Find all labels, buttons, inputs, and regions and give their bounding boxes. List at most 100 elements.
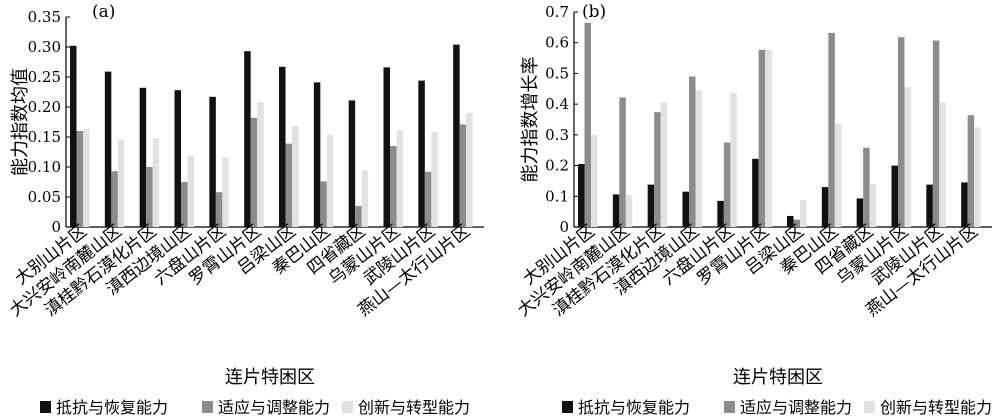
panel-b-bar — [863, 147, 870, 227]
panel-b-legend-label: 抵抗与恢复能力 — [578, 398, 690, 417]
panel-b-bar — [967, 115, 975, 227]
panel-b-bar — [939, 102, 946, 227]
panel-a-legend-swatch — [202, 401, 213, 413]
panel-a-bar — [396, 130, 403, 227]
panel-a-bar — [355, 206, 362, 227]
panel-b-bar — [723, 142, 731, 227]
panel-b-bar — [961, 182, 968, 227]
panel-b-x-axis-label: 连片特困区 — [733, 367, 823, 388]
panel-a-bar — [383, 67, 390, 228]
panel-a-bar — [279, 66, 286, 227]
panel-a-bar — [222, 157, 229, 227]
panel-a-bar — [152, 138, 160, 227]
panel-b-bar — [834, 123, 842, 227]
panel-a-bar — [390, 146, 397, 227]
panel-a-bar — [285, 143, 292, 227]
panel-b-bar — [891, 165, 898, 227]
panel-b-bar — [619, 97, 626, 227]
panel-a-label: (a) — [92, 2, 115, 22]
panel-a-y-tick-label: 0.15 — [28, 128, 61, 146]
panel-a-y-tick-label: 0.05 — [28, 188, 61, 206]
panel-a-bar — [257, 102, 264, 227]
panel-b-legend-label: 创新与转型能力 — [880, 398, 992, 417]
panel-a-bar — [424, 171, 432, 227]
panel-a-bar — [418, 80, 425, 227]
panel-b-bar — [591, 134, 598, 227]
panel-a-y-tick-label: 0.35 — [28, 8, 61, 26]
panel-b-y-tick-label: 0.4 — [545, 95, 569, 113]
panel-b-bar — [904, 87, 911, 227]
panel-b-bar — [647, 184, 655, 227]
panel-a-bar — [326, 134, 334, 227]
panel-b-bar — [974, 127, 981, 227]
panel-b-bar — [926, 184, 933, 227]
panel-b-bar — [765, 49, 772, 228]
panel-b-label: (b) — [582, 2, 606, 22]
panel-a-bar — [292, 126, 299, 227]
panel-b-bar — [869, 184, 877, 227]
panel-a-bar — [76, 131, 83, 227]
panel-b-bar — [758, 49, 766, 228]
panel-b-bar — [932, 40, 940, 227]
panel-a-y-axis-label: 能力指数均值 — [10, 68, 31, 176]
panel-a-bar — [117, 139, 125, 227]
panel-b-legend-label: 适应与调整能力 — [740, 398, 852, 417]
panel-b-y-axis-label: 能力指数增长率 — [520, 57, 541, 183]
panel-b-bar — [856, 198, 864, 227]
panel-a-bar — [146, 167, 153, 227]
panel-a-bar — [104, 71, 112, 227]
panel-b-bar — [695, 90, 702, 227]
panel-b-bar — [752, 158, 759, 227]
panel-b-y-tick-label: 0.2 — [545, 157, 569, 175]
panel-a-bar — [313, 82, 321, 228]
panel-b-bar — [682, 191, 689, 227]
panel-b-bar — [584, 22, 591, 227]
panel-b-bar — [578, 164, 585, 227]
panel-b-y-tick-label: 0.7 — [545, 3, 569, 21]
panel-a-y-tick-label: 0.25 — [28, 68, 61, 86]
panel-a-y-tick-label: 0 — [51, 218, 61, 236]
panel-b-bar — [787, 215, 794, 227]
panel-a-y-tick-label: 0.20 — [28, 98, 61, 116]
panel-b-bar — [793, 219, 800, 227]
panel-b-bar — [717, 200, 724, 227]
panel-a-y-tick-label: 0.10 — [28, 158, 61, 176]
panel-a-bar — [453, 44, 460, 227]
panel-a-bar — [181, 182, 188, 227]
panel-b-y-tick-label: 0.6 — [545, 34, 569, 52]
panel-a-bar — [83, 129, 90, 227]
panel-b-bar — [660, 102, 668, 227]
panel-b-bar — [654, 112, 661, 227]
panel-a-bar — [348, 100, 356, 227]
panel-a-legend-label: 适应与调整能力 — [218, 398, 330, 417]
panel-a-bar — [187, 155, 194, 227]
panel-a-bar — [466, 113, 473, 227]
panel-b-bar — [800, 199, 807, 227]
panel-a-bar — [174, 90, 181, 227]
panel-b-legend-swatch — [864, 401, 875, 413]
panel-a-bar — [139, 87, 147, 227]
panel-b-y-tick-label: 0.3 — [545, 126, 569, 144]
panel-b-legend-swatch — [724, 401, 735, 413]
panel-b-y-tick-label: 0 — [559, 218, 569, 236]
panel-a-bar — [320, 181, 327, 227]
panel-a-y-tick-label: 0.30 — [28, 38, 61, 56]
panel-a-x-axis-label: 连片特困区 — [225, 367, 315, 388]
panel-b-y-tick-label: 0.5 — [545, 64, 569, 82]
panel-b-bar — [898, 37, 905, 227]
panel-a-bar — [244, 51, 251, 228]
panel-b-bar — [625, 194, 633, 227]
panel-a-bar — [209, 96, 216, 227]
panel-a-bar — [431, 132, 438, 227]
panel-a-bar — [459, 124, 467, 227]
panel-b-bar — [821, 187, 829, 227]
panel-b-bar — [612, 194, 620, 227]
panel-a-legend-swatch — [40, 401, 51, 413]
panel-a-legend-label: 抵抗与恢复能力 — [56, 398, 168, 417]
panel-a-bar — [250, 117, 258, 227]
panel-a-legend-swatch — [342, 401, 353, 413]
panel-a-bar — [111, 171, 118, 227]
panel-b-bar — [828, 32, 835, 228]
panel-b-bar — [730, 92, 737, 228]
